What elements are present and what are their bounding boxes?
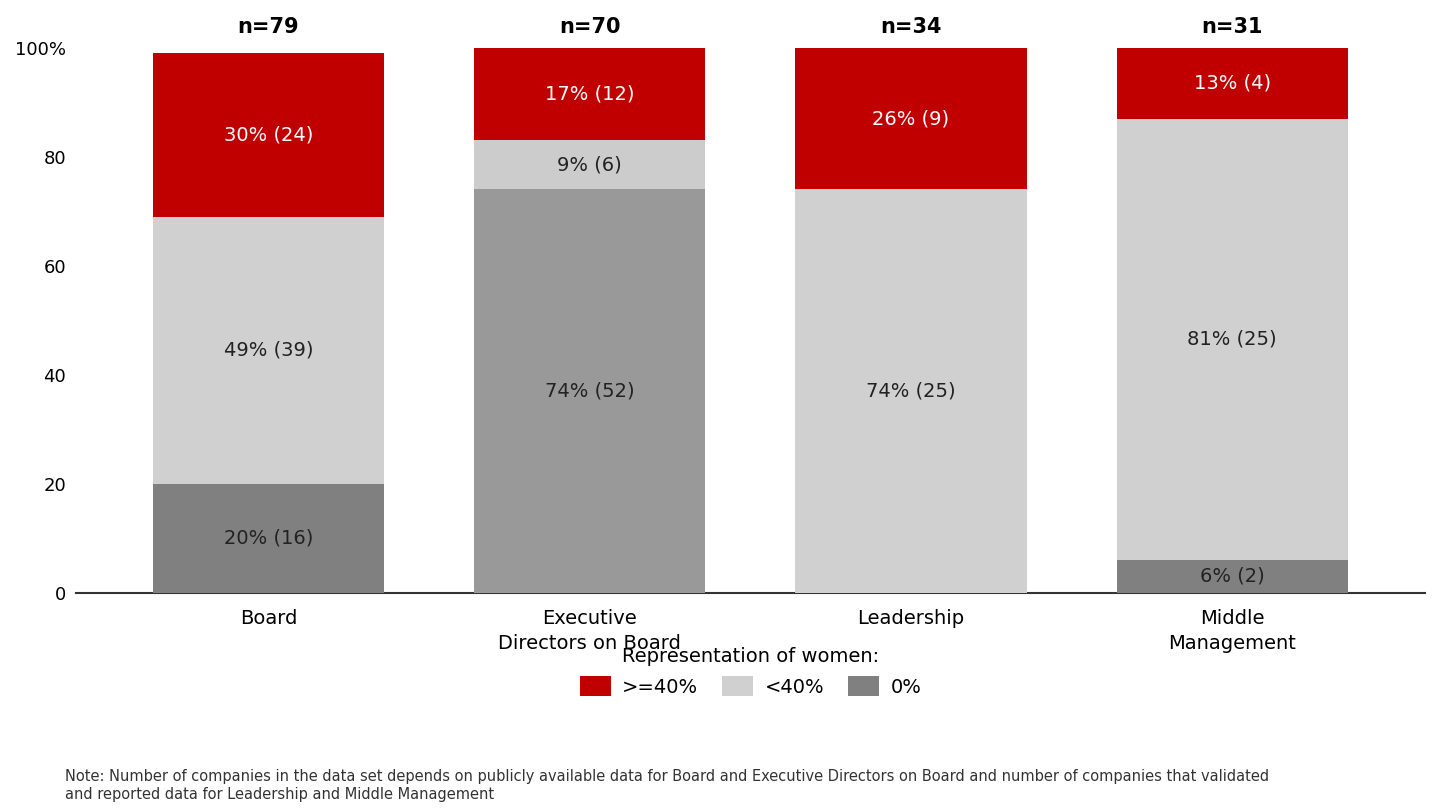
Bar <box>795 190 1027 593</box>
Bar <box>474 48 706 140</box>
Text: 74% (52): 74% (52) <box>544 382 635 401</box>
Bar <box>1116 560 1348 593</box>
Text: 30% (24): 30% (24) <box>223 126 312 144</box>
Text: 9% (6): 9% (6) <box>557 156 622 174</box>
Text: n=31: n=31 <box>1201 17 1263 36</box>
Text: 6% (2): 6% (2) <box>1200 567 1264 586</box>
Bar <box>474 140 706 190</box>
Bar <box>153 484 384 593</box>
Text: n=79: n=79 <box>238 17 300 36</box>
Bar <box>1116 118 1348 560</box>
Text: Note: Number of companies in the data set depends on publicly available data for: Note: Number of companies in the data se… <box>65 770 1269 802</box>
Text: 20% (16): 20% (16) <box>223 529 312 548</box>
Bar <box>1116 48 1348 118</box>
Text: 49% (39): 49% (39) <box>223 341 314 360</box>
Text: 26% (9): 26% (9) <box>873 109 949 128</box>
Text: n=70: n=70 <box>559 17 621 36</box>
Bar <box>474 190 706 593</box>
Text: 74% (25): 74% (25) <box>867 382 956 401</box>
Text: 17% (12): 17% (12) <box>544 84 635 104</box>
Bar <box>795 48 1027 190</box>
Text: n=34: n=34 <box>880 17 942 36</box>
Text: 81% (25): 81% (25) <box>1188 330 1277 349</box>
Bar <box>153 53 384 216</box>
Text: 13% (4): 13% (4) <box>1194 74 1272 92</box>
Legend: >=40%, <40%, 0%: >=40%, <40%, 0% <box>572 640 929 705</box>
Bar <box>153 216 384 484</box>
